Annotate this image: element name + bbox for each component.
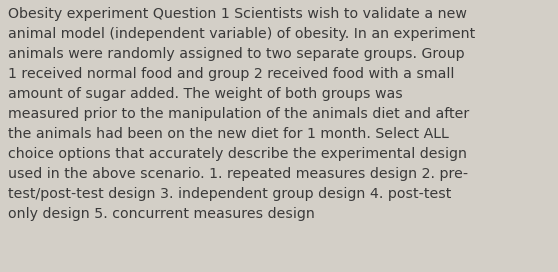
Text: Obesity experiment Question 1 Scientists wish to validate a new
animal model (in: Obesity experiment Question 1 Scientists… bbox=[8, 7, 475, 221]
